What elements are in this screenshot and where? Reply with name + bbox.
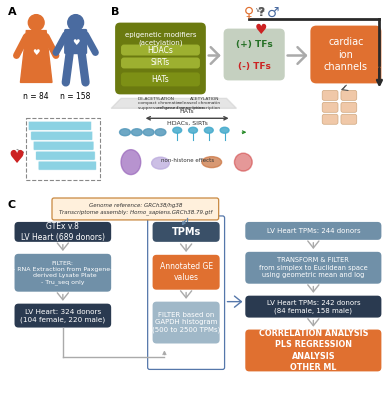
Text: FILTER based on
GAPDH histogram
(500 to 2500 TPMs): FILTER based on GAPDH histogram (500 to … [152,312,220,333]
Text: cardiac
ion
channels: cardiac ion channels [324,37,368,72]
Ellipse shape [132,129,142,136]
FancyBboxPatch shape [121,72,200,86]
FancyBboxPatch shape [28,121,92,130]
FancyBboxPatch shape [121,44,200,56]
Ellipse shape [152,157,169,169]
Ellipse shape [220,127,229,133]
Polygon shape [21,30,52,82]
Text: ACETYLATION
released chromatin
enhanced gene transcription: ACETYLATION released chromatin enhanced … [156,97,220,110]
Text: DE-ACETYLATION
compact chromatin
suppressed gene transcription: DE-ACETYLATION compact chromatin suppres… [138,97,204,110]
FancyBboxPatch shape [121,58,200,68]
FancyBboxPatch shape [245,252,381,284]
FancyBboxPatch shape [322,114,338,124]
FancyBboxPatch shape [223,28,285,80]
FancyBboxPatch shape [322,90,338,100]
FancyBboxPatch shape [152,255,220,290]
Text: GTEx v.8
LV Heart (689 donors): GTEx v.8 LV Heart (689 donors) [21,222,105,242]
Text: n = 84: n = 84 [23,92,49,101]
FancyBboxPatch shape [341,90,357,100]
Text: LV Heart: 324 donors
(104 female, 220 male): LV Heart: 324 donors (104 female, 220 ma… [20,308,106,322]
FancyBboxPatch shape [245,296,381,318]
FancyBboxPatch shape [341,102,357,112]
FancyBboxPatch shape [14,254,111,292]
Text: ♥: ♥ [255,23,267,37]
Text: Annotated GE
values: Annotated GE values [159,262,213,282]
FancyBboxPatch shape [152,302,220,344]
FancyBboxPatch shape [38,161,96,170]
FancyBboxPatch shape [14,222,111,242]
Text: LV Heart TPMs: 244 donors: LV Heart TPMs: 244 donors [267,228,360,234]
Ellipse shape [202,157,222,168]
Text: ♥: ♥ [9,149,24,167]
FancyBboxPatch shape [31,131,93,140]
Ellipse shape [120,129,130,136]
Circle shape [68,15,83,30]
Text: ♂: ♂ [267,6,279,20]
FancyBboxPatch shape [14,304,111,328]
Text: Genome reference: GRCh38/hg38
Transcriptome assembly: Homo_sapiens.GRCh38.79.gtf: Genome reference: GRCh38/hg38 Transcript… [59,203,213,215]
Text: ♀: ♀ [244,6,254,20]
Ellipse shape [173,127,182,133]
FancyBboxPatch shape [322,102,338,112]
FancyBboxPatch shape [245,222,381,240]
Circle shape [234,153,252,171]
Text: A: A [8,7,16,17]
Text: ?: ? [257,6,265,19]
Text: n = 158: n = 158 [61,92,91,101]
Text: LV Heart TPMs: 242 donors
(84 female, 158 male): LV Heart TPMs: 242 donors (84 female, 15… [267,300,360,314]
Text: TPMs: TPMs [171,227,201,237]
Polygon shape [111,98,236,108]
FancyBboxPatch shape [152,222,220,242]
Ellipse shape [204,127,213,133]
Text: HDACs: HDACs [147,46,173,54]
Text: ♥: ♥ [72,38,80,47]
FancyBboxPatch shape [36,151,95,160]
FancyBboxPatch shape [310,26,381,84]
Text: C: C [8,200,16,210]
Text: (-) TFs: (-) TFs [238,62,270,71]
FancyBboxPatch shape [341,114,357,124]
Text: HDACs, SIRTs: HDACs, SIRTs [167,120,208,125]
Text: HATs: HATs [152,75,169,84]
FancyBboxPatch shape [65,30,87,54]
FancyBboxPatch shape [115,23,206,94]
Text: ♥: ♥ [33,48,40,57]
Text: non-histone effects: non-histone effects [161,158,214,163]
Text: epigenetic modifiers
(acetylation): epigenetic modifiers (acetylation) [125,32,196,46]
Ellipse shape [121,150,141,174]
Circle shape [28,15,44,30]
FancyBboxPatch shape [52,198,219,220]
Ellipse shape [189,127,197,133]
Text: HATs: HATs [180,109,194,114]
Text: B: B [111,7,120,17]
Ellipse shape [155,129,166,136]
Text: CORRELATION ANALYSIS
PLS REGRESSION
ANALYSIS
OTHER ML: CORRELATION ANALYSIS PLS REGRESSION ANAL… [258,329,368,372]
Text: (+) TFs: (+) TFs [236,40,272,49]
Ellipse shape [143,129,154,136]
Text: FILTER:
- RNA Extraction from Paxgene-
  derived Lysate Plate
- Tru_seq only: FILTER: - RNA Extraction from Paxgene- d… [13,261,113,285]
Text: vs.: vs. [256,7,266,13]
Text: TRANSFORM & FILTER
from simplex to Euclidean space
using geometric mean and log: TRANSFORM & FILTER from simplex to Eucli… [259,257,368,278]
Text: SIRTs: SIRTs [151,58,170,68]
FancyBboxPatch shape [33,141,94,150]
FancyBboxPatch shape [245,330,381,372]
